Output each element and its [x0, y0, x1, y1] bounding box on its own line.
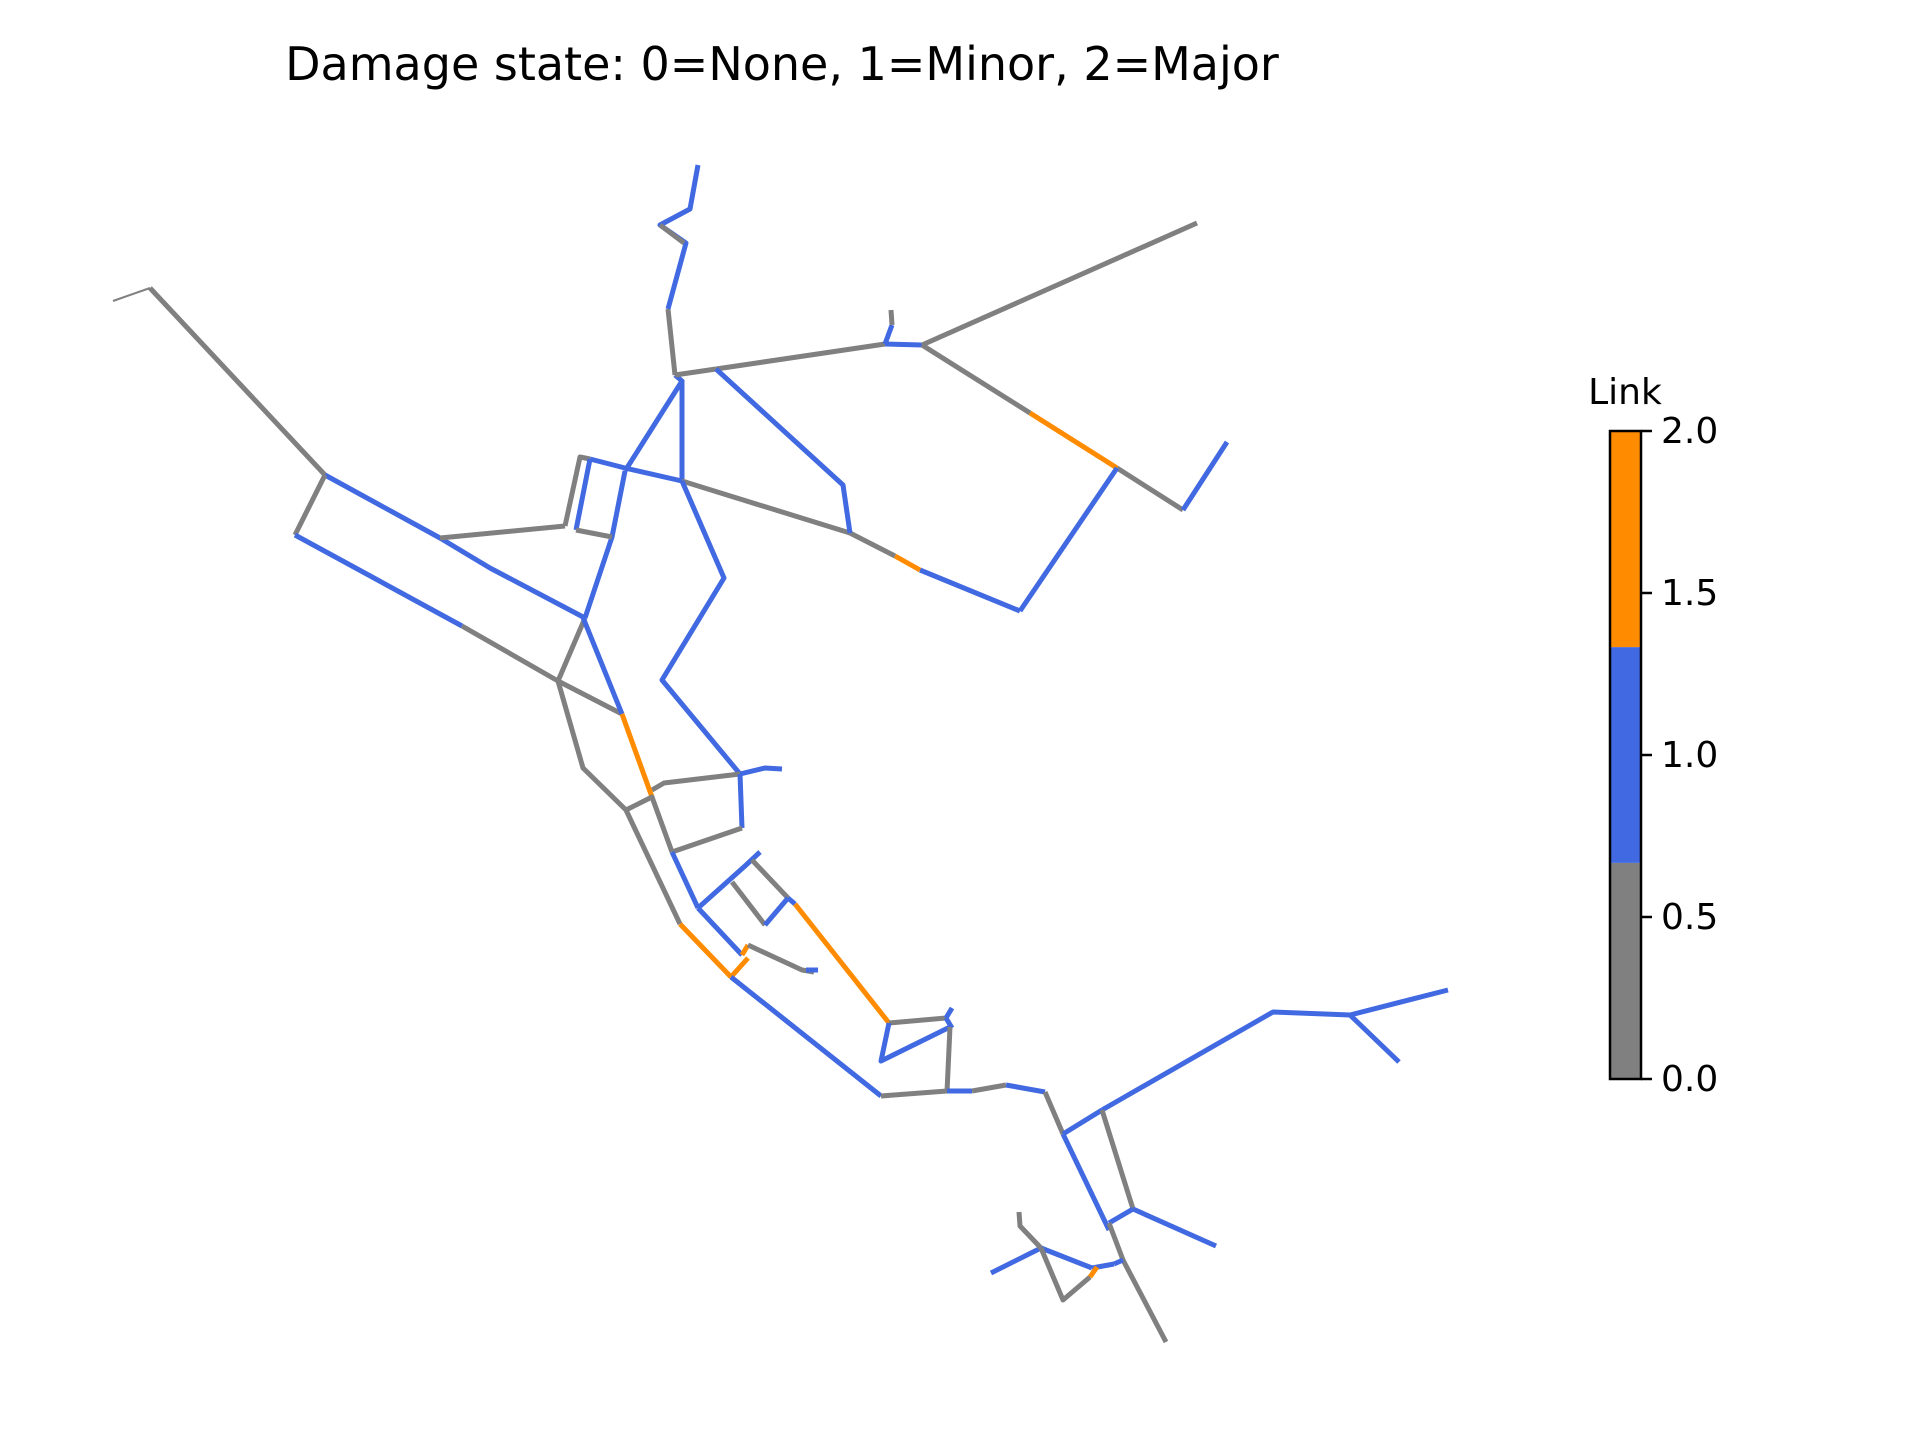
network-link — [1061, 1107, 1104, 1137]
network-link — [880, 1088, 948, 1099]
colorbar-tick-label: 0.5 — [1661, 897, 1718, 938]
colorbar-tick-label: 0.0 — [1661, 1059, 1718, 1100]
colorbar-band — [1610, 647, 1641, 863]
network-link — [1087, 1265, 1100, 1279]
network-link — [658, 223, 686, 245]
network-link — [943, 1006, 955, 1020]
network-link — [1131, 1206, 1218, 1249]
network-link — [460, 623, 560, 684]
network-link — [750, 858, 790, 900]
network-link — [729, 975, 883, 1098]
network-link — [323, 472, 587, 621]
network-link — [1106, 1222, 1169, 1344]
colorbar-ticks: 0.0 0.5 1.0 1.5 2.0 — [1641, 411, 1718, 1100]
network-link — [737, 773, 745, 829]
network-link — [678, 922, 733, 979]
network-link — [1112, 1257, 1125, 1267]
network-link — [730, 880, 767, 927]
network-link — [739, 943, 751, 957]
network-link — [715, 341, 886, 372]
network-link — [1100, 987, 1449, 1113]
pipe-network — [112, 164, 1449, 1344]
network-link — [582, 470, 628, 619]
network-link — [920, 342, 1032, 416]
network-link — [619, 713, 655, 798]
network-link — [919, 567, 1021, 614]
network-link — [622, 373, 685, 473]
network-link — [1017, 466, 1120, 613]
network-link — [1099, 1109, 1136, 1210]
network-link — [893, 553, 922, 573]
chart-title: Damage state: 0=None, 1=Minor, 2=Major — [285, 37, 1279, 91]
network-link — [1005, 1082, 1046, 1095]
network-link — [681, 478, 851, 536]
network-link — [624, 794, 675, 853]
network-link — [579, 614, 625, 715]
network-link — [1038, 1247, 1092, 1303]
colorbar-band — [1610, 862, 1641, 1079]
network-link — [650, 771, 741, 793]
colorbar-label: Link — [1588, 372, 1662, 413]
network-link — [1180, 440, 1230, 512]
network-link — [739, 765, 783, 777]
network-link — [1040, 1245, 1093, 1271]
colorbar-tick-label: 1.5 — [1661, 573, 1718, 614]
network-link — [1060, 1132, 1112, 1232]
network-link — [674, 366, 717, 378]
network-link — [884, 341, 923, 348]
network-link — [746, 942, 815, 975]
network-link — [671, 825, 743, 855]
network-link — [888, 309, 895, 326]
network-link — [763, 896, 790, 927]
network-link — [555, 680, 628, 812]
network-link — [848, 530, 897, 559]
network-link — [696, 906, 744, 957]
network-link — [575, 527, 613, 540]
network-link — [148, 286, 327, 477]
network-link — [573, 458, 593, 531]
network-link — [696, 850, 762, 910]
network-link — [943, 1016, 955, 1030]
network-link — [659, 480, 742, 776]
network-link — [882, 324, 895, 345]
colorbar-band — [1610, 431, 1641, 648]
network-link — [624, 465, 683, 484]
network-link — [589, 456, 626, 471]
network-link — [878, 1022, 952, 1064]
network-link — [1042, 1091, 1066, 1135]
network-link — [971, 1082, 1007, 1094]
network-link — [888, 1015, 947, 1026]
network-link — [665, 308, 678, 376]
network-link — [1028, 410, 1119, 471]
network-link — [112, 287, 151, 302]
colorbar-tick-label: 1.0 — [1661, 735, 1718, 776]
network-link — [669, 850, 701, 910]
network-link — [293, 532, 464, 629]
network-link — [292, 473, 328, 537]
network-link — [555, 617, 588, 682]
network-link — [989, 1245, 1043, 1276]
network-link — [714, 367, 853, 534]
network-link — [1107, 1206, 1135, 1226]
network-link — [623, 808, 683, 926]
network-link — [1348, 1013, 1401, 1064]
network-link — [793, 902, 891, 1025]
colorbar-tick-label: 2.0 — [1661, 411, 1718, 452]
colorbar: Link 0.0 0.5 1.0 1.5 2.0 — [1588, 372, 1718, 1100]
network-link — [920, 220, 1199, 348]
network-link — [1016, 1211, 1043, 1250]
network-link — [1115, 465, 1185, 513]
network-link — [729, 956, 750, 979]
network-link — [439, 523, 566, 541]
network-link — [556, 678, 624, 717]
network-link — [944, 1026, 953, 1093]
network-link — [562, 454, 591, 527]
colorbar-bands — [1610, 431, 1641, 1079]
